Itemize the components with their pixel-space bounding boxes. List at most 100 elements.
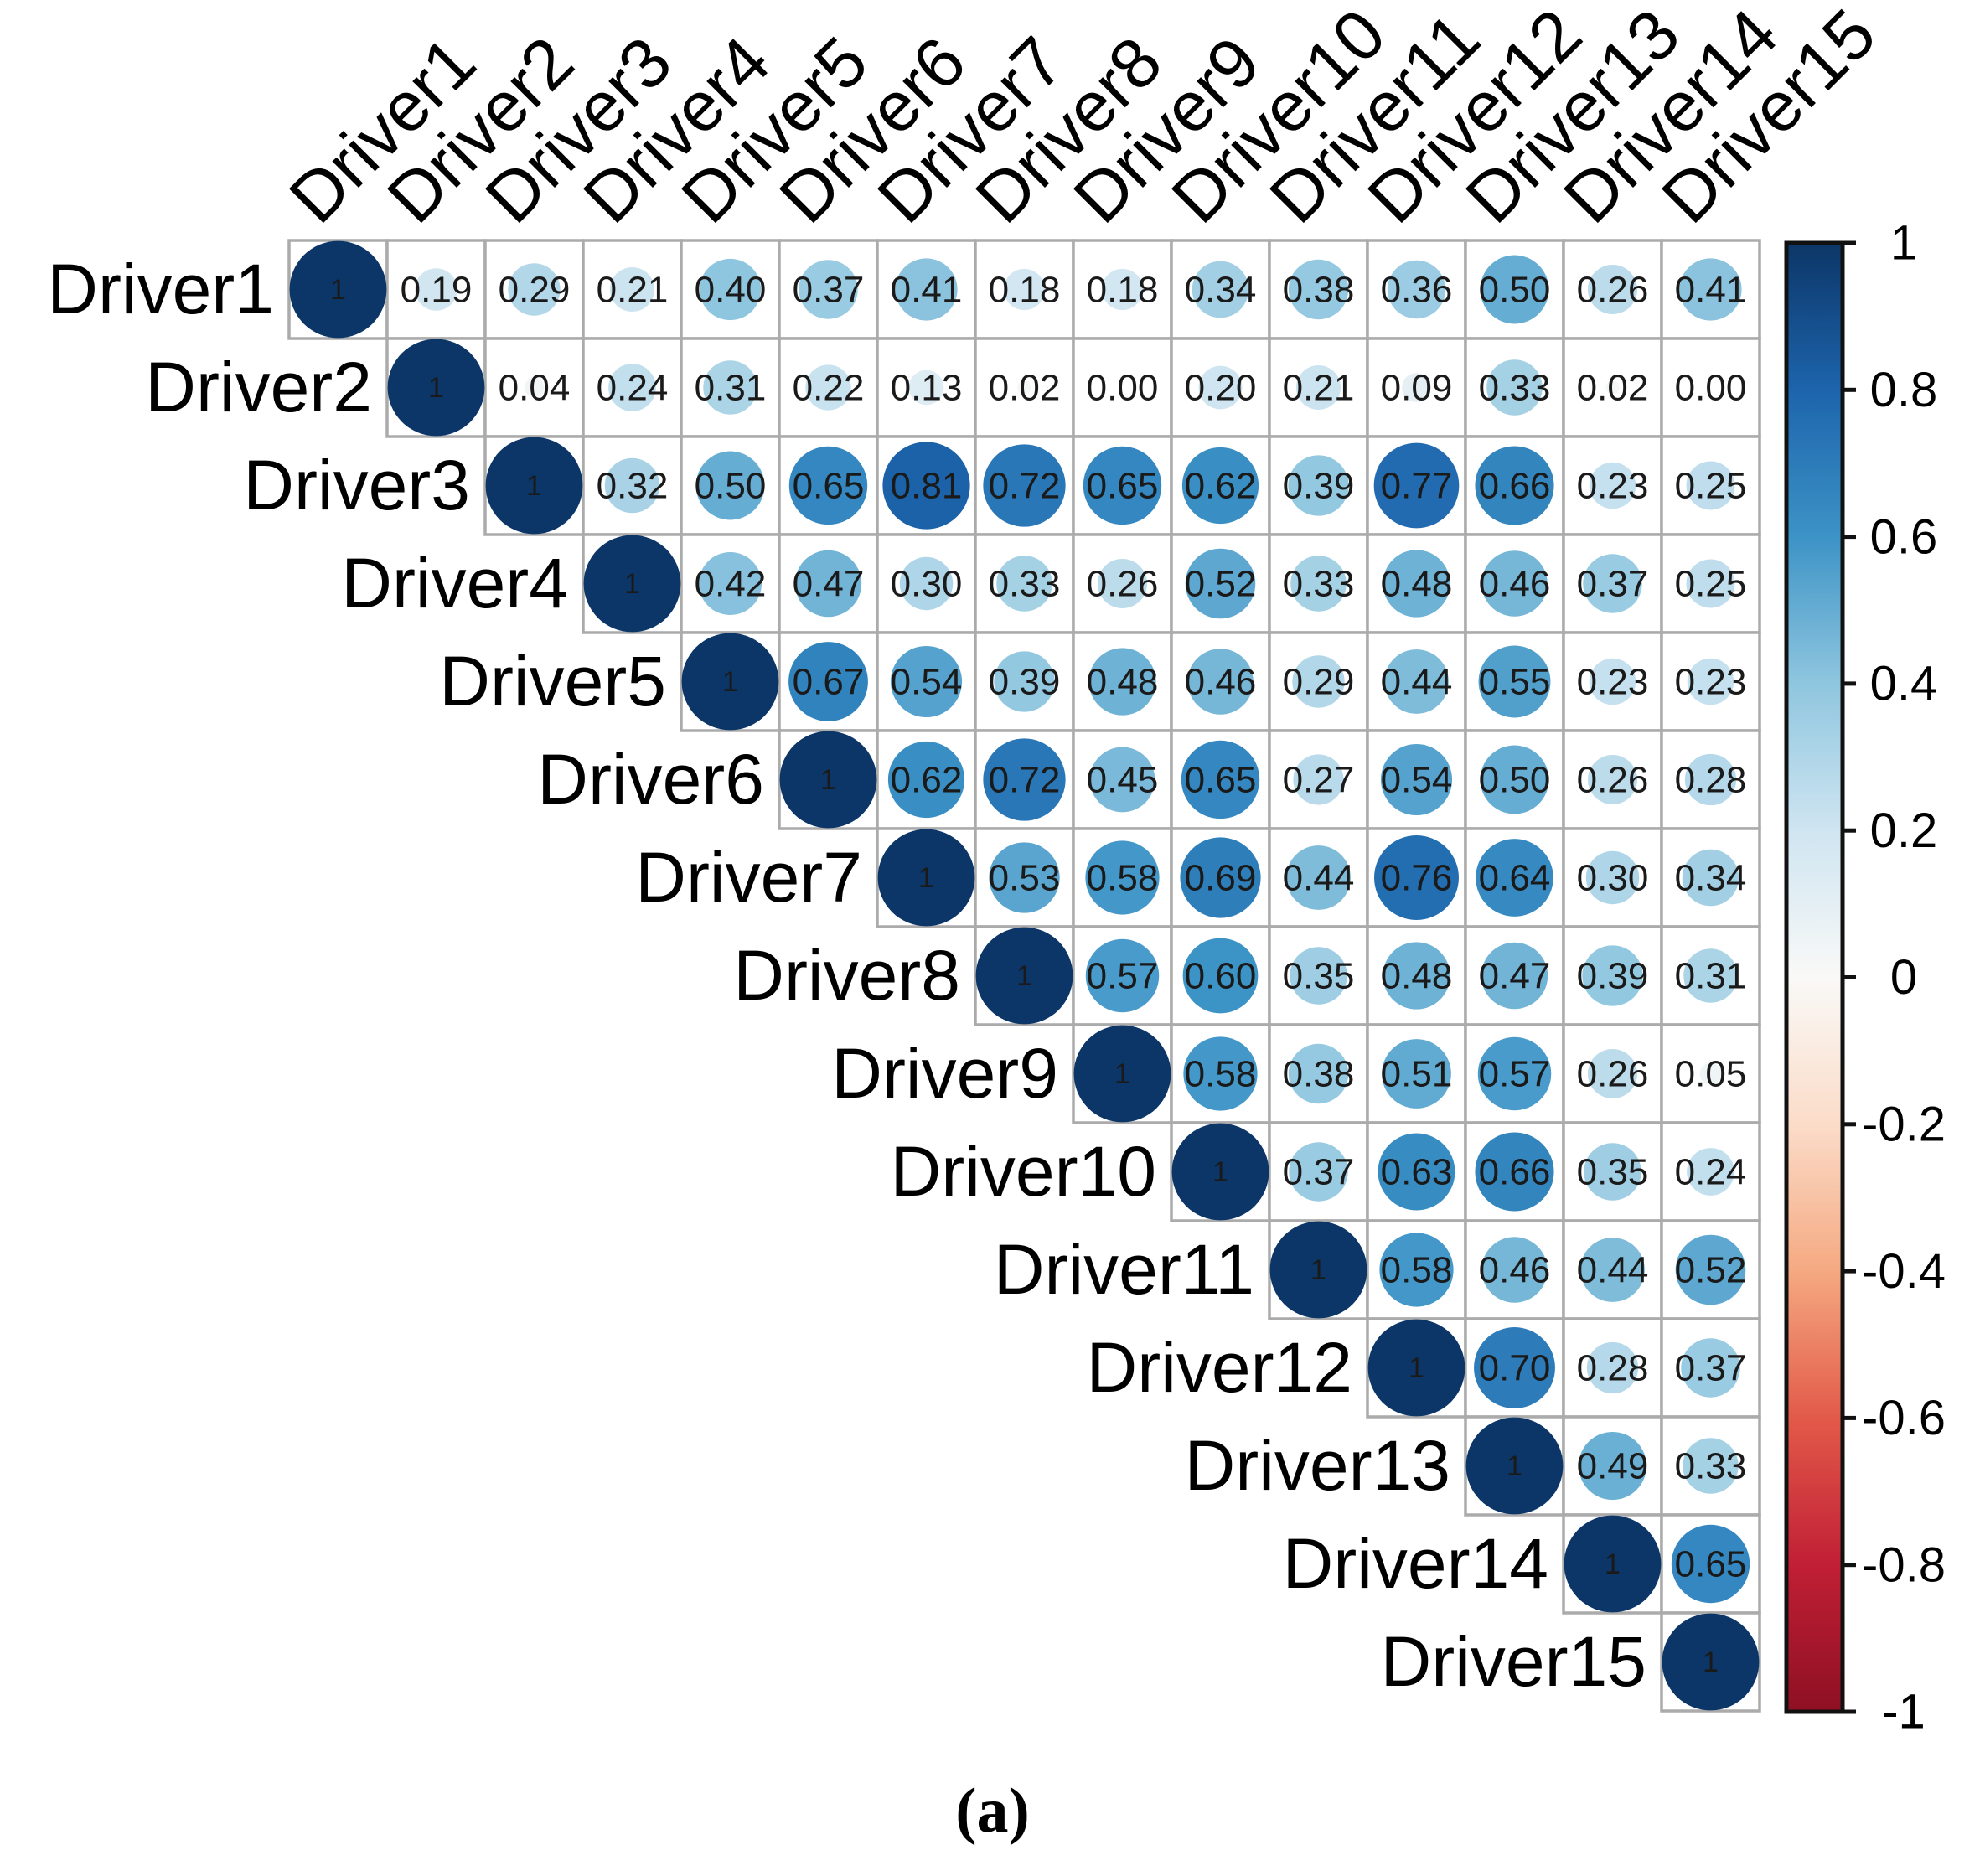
correlation-circle [1564, 1515, 1662, 1613]
correlation-value: 0.30 [1577, 857, 1649, 898]
correlation-circle [1475, 446, 1554, 525]
correlation-circle [1183, 1036, 1258, 1111]
colorbar-tick-label: 0.4 [1870, 657, 1938, 711]
correlation-circle [975, 927, 1073, 1025]
correlation-value: 0.39 [1283, 465, 1355, 506]
correlation-value: 0.81 [891, 465, 963, 506]
correlation-circle [1684, 753, 1737, 806]
colorbar-tick-label: 0.2 [1870, 804, 1938, 858]
correlation-circle [1580, 1238, 1645, 1302]
correlation-value: 0.33 [989, 563, 1061, 604]
row-label: Driver4 [341, 544, 568, 623]
correlation-circle [1699, 1062, 1722, 1085]
correlation-circle [1402, 373, 1431, 402]
correlation-circle [1085, 938, 1160, 1013]
correlation-circle [882, 442, 970, 530]
correlation-circle [1003, 268, 1046, 311]
correlation-circle [1171, 1123, 1269, 1221]
correlation-value: 0.54 [1381, 759, 1453, 800]
diagonal-value: 1 [918, 862, 934, 894]
correlation-value: 0.69 [1185, 857, 1257, 898]
correlation-value: 0.54 [891, 661, 963, 702]
correlation-value: 0.72 [989, 759, 1061, 800]
correlation-circle [1671, 1524, 1750, 1604]
correlation-circle [1477, 1036, 1552, 1111]
correlation-value: 0.13 [891, 367, 963, 408]
correlation-value: 0.33 [1675, 1445, 1747, 1486]
correlation-value: 0.21 [597, 269, 669, 310]
correlation-value: 0.77 [1381, 465, 1453, 506]
correlation-circle [1683, 948, 1738, 1003]
correlation-value: 0.29 [1283, 661, 1355, 702]
correlation-value: 0.33 [1479, 367, 1551, 408]
diagonal-value: 1 [1703, 1646, 1719, 1678]
correlation-value: 0.58 [1185, 1053, 1257, 1094]
matrix-cell [1660, 1317, 1761, 1419]
correlation-circle [805, 364, 851, 411]
correlation-circle [583, 535, 681, 633]
correlation-circle [1380, 743, 1453, 816]
colorbar-tick-label: 0 [1890, 950, 1917, 1005]
correlation-circle [989, 842, 1060, 913]
correlation-circle [415, 268, 457, 311]
correlation-circle [895, 258, 958, 321]
correlation-circle [1481, 1237, 1548, 1303]
correlation-circle [799, 260, 858, 319]
correlation-circle [788, 642, 868, 721]
correlation-value: 0.41 [891, 269, 963, 310]
colorbar-tick-label: 1 [1890, 216, 1917, 271]
correlation-value: 0.00 [1087, 367, 1159, 408]
correlation-value: 0.67 [793, 661, 865, 702]
row-label: Driver8 [733, 936, 960, 1015]
column-labels: Driver1Driver2Driver3Driver4Driver5Drive… [274, 0, 1890, 238]
correlation-value: 0.31 [695, 367, 767, 408]
correlation-circle [1288, 1043, 1349, 1104]
correlation-value: 0.23 [1675, 661, 1747, 702]
correlation-value: 0.09 [1381, 367, 1453, 408]
matrix-cell [1660, 337, 1761, 438]
correlation-value: 0.37 [1675, 1347, 1747, 1388]
correlation-circle [1675, 1234, 1746, 1305]
correlation-value: 0.02 [1577, 367, 1649, 408]
correlation-circle [1017, 380, 1031, 395]
diagonal-value: 1 [1507, 1450, 1522, 1482]
correlation-value: 0.22 [793, 367, 865, 408]
correlation-circle [1182, 938, 1259, 1014]
correlation-circle [1073, 1025, 1171, 1123]
correlation-value: 0.53 [989, 857, 1061, 898]
correlation-circle [1585, 850, 1640, 905]
row-labels: Driver1 Driver2 Driver3 Driver4 Driver5 Drive… [47, 250, 1646, 1701]
correlation-circle [609, 266, 655, 313]
correlation-value: 0.72 [989, 465, 1061, 506]
correlation-circle [1662, 1613, 1760, 1711]
correlation-value: 0.60 [1185, 955, 1257, 996]
correlation-circle [485, 437, 583, 535]
correlation-circle [1286, 845, 1351, 910]
matrix-cell [974, 239, 1075, 340]
correlation-circle [1687, 658, 1734, 705]
diagonal-value: 1 [624, 568, 640, 600]
correlation-value: 0.55 [1479, 661, 1551, 702]
correlation-circle [1378, 1133, 1455, 1211]
correlation-value: 0.24 [597, 367, 669, 408]
row-label: Driver10 [891, 1132, 1156, 1211]
correlation-value: 0.57 [1479, 1053, 1551, 1094]
correlation-circle [1289, 1142, 1348, 1202]
correlation-circle [1269, 1221, 1367, 1319]
correlation-circle [1587, 1048, 1638, 1099]
correlation-circle [1679, 258, 1742, 321]
correlation-circle [1374, 835, 1459, 920]
correlation-value: 0.38 [1283, 269, 1355, 310]
correlation-circle [1586, 1341, 1639, 1394]
row-label: Driver6 [537, 740, 764, 819]
correlation-value: 0.18 [989, 269, 1061, 310]
correlation-circle [1187, 649, 1254, 715]
correlation-value: 0.38 [1283, 1053, 1355, 1094]
correlation-circle [1384, 649, 1449, 714]
colorbar-tick-label: -0.2 [1862, 1098, 1946, 1152]
colorbar-tick-label: -0.6 [1862, 1391, 1946, 1445]
matrix-cell [974, 337, 1075, 438]
correlation-value: 0.52 [1675, 1249, 1747, 1290]
